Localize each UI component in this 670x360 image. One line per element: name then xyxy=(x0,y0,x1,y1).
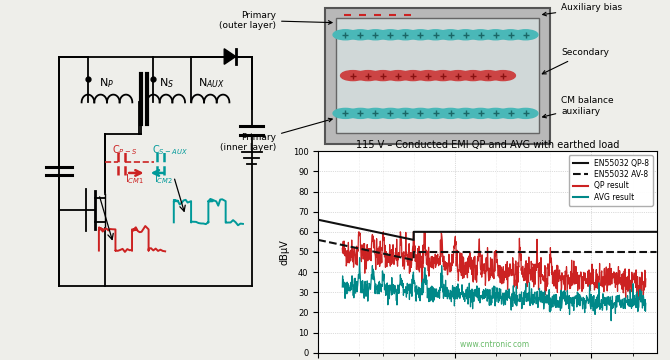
Circle shape xyxy=(363,30,388,40)
Text: I$_{CM1}$: I$_{CM1}$ xyxy=(125,172,145,185)
Circle shape xyxy=(340,71,365,81)
AVG result xyxy=(356,256,364,260)
Circle shape xyxy=(333,30,358,40)
Circle shape xyxy=(378,30,403,40)
QP result xyxy=(547,258,555,263)
AVG result xyxy=(547,301,555,306)
Circle shape xyxy=(490,71,515,81)
QP result xyxy=(635,298,643,302)
QP result xyxy=(581,278,589,282)
AVG result xyxy=(642,301,650,306)
AVG result xyxy=(581,310,589,315)
QP result xyxy=(472,266,480,270)
QP result xyxy=(354,230,362,234)
AVG result xyxy=(370,269,378,273)
Circle shape xyxy=(483,108,508,118)
Circle shape xyxy=(498,30,523,40)
QP result xyxy=(576,276,584,280)
Circle shape xyxy=(468,30,493,40)
Circle shape xyxy=(333,108,358,118)
AVG result xyxy=(462,294,470,298)
Circle shape xyxy=(371,71,395,81)
Circle shape xyxy=(378,108,403,118)
Text: Primary
(inner layer): Primary (inner layer) xyxy=(220,118,332,152)
Circle shape xyxy=(453,30,478,40)
Text: C$_{S-AUX}$: C$_{S-AUX}$ xyxy=(152,144,188,157)
Text: Primary
(outer layer): Primary (outer layer) xyxy=(219,10,332,30)
Circle shape xyxy=(356,71,381,81)
Circle shape xyxy=(393,108,418,118)
Circle shape xyxy=(513,108,538,118)
Line: QP result: QP result xyxy=(342,232,646,300)
Circle shape xyxy=(513,30,538,40)
QP result xyxy=(338,246,346,251)
Bar xyxy=(325,8,550,144)
Circle shape xyxy=(393,30,418,40)
Circle shape xyxy=(348,30,373,40)
Text: N$_{AUX}$: N$_{AUX}$ xyxy=(198,76,224,90)
QP result xyxy=(370,246,378,250)
Circle shape xyxy=(401,71,425,81)
Title: 115 V – Conducted EMI QP and AVG with earthed load: 115 V – Conducted EMI QP and AVG with ea… xyxy=(356,140,619,150)
Polygon shape xyxy=(224,49,236,64)
Text: N$_P$: N$_P$ xyxy=(98,76,114,90)
Circle shape xyxy=(461,71,485,81)
Circle shape xyxy=(348,108,373,118)
AVG result xyxy=(607,319,615,323)
Circle shape xyxy=(438,108,463,118)
Text: I$_{CM2}$: I$_{CM2}$ xyxy=(153,172,173,185)
Text: N$_S$: N$_S$ xyxy=(159,76,174,90)
AVG result xyxy=(472,294,480,298)
AVG result xyxy=(338,285,346,289)
Text: Secondary: Secondary xyxy=(542,49,609,74)
Circle shape xyxy=(498,108,523,118)
Circle shape xyxy=(476,71,500,81)
Circle shape xyxy=(453,108,478,118)
Legend: EN55032 QP-8, EN55032 AV-8, QP result, AVG result: EN55032 QP-8, EN55032 AV-8, QP result, A… xyxy=(569,155,653,206)
Circle shape xyxy=(431,71,456,81)
QP result xyxy=(462,260,470,265)
Circle shape xyxy=(446,71,470,81)
Text: C$_{P-S}$: C$_{P-S}$ xyxy=(112,144,137,157)
Bar xyxy=(336,18,539,133)
Circle shape xyxy=(423,108,448,118)
Line: AVG result: AVG result xyxy=(342,258,646,321)
QP result xyxy=(642,277,650,281)
Circle shape xyxy=(386,71,410,81)
Circle shape xyxy=(423,30,448,40)
Circle shape xyxy=(363,108,388,118)
Text: Auxiliary bias: Auxiliary bias xyxy=(543,3,622,16)
AVG result xyxy=(576,300,584,305)
Text: www.cntronic com: www.cntronic com xyxy=(460,340,529,349)
Y-axis label: dBμV: dBμV xyxy=(280,239,290,265)
Circle shape xyxy=(483,30,508,40)
Circle shape xyxy=(438,30,463,40)
Text: CM balance
auxiliary: CM balance auxiliary xyxy=(543,96,614,118)
Circle shape xyxy=(408,108,433,118)
Circle shape xyxy=(415,71,440,81)
Circle shape xyxy=(468,108,493,118)
Circle shape xyxy=(408,30,433,40)
